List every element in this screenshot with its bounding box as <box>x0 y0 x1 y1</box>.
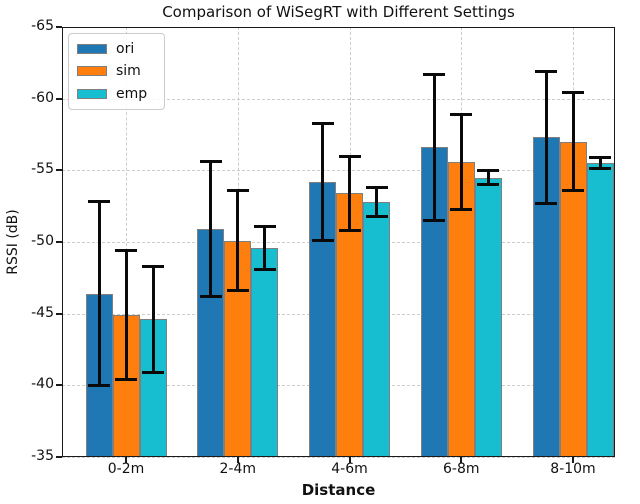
errorbar-line-sim-8-10m <box>571 92 575 191</box>
legend-swatch-emp <box>77 88 107 99</box>
y-tick-label: -50 <box>31 233 54 249</box>
legend-item-sim: sim <box>77 64 164 78</box>
y-gridline <box>62 27 615 28</box>
errorbar-line-ori-6-8m <box>432 74 436 221</box>
errorbar-line-emp-8-10m <box>598 157 602 169</box>
legend-label-emp: emp <box>116 85 148 102</box>
legend: ori sim emp <box>68 33 165 110</box>
errorbar-line-sim-6-8m <box>459 114 463 210</box>
errorbar-cap-top-sim-6-8m <box>450 112 473 116</box>
bar-sim-8-10m <box>559 141 587 457</box>
bar-emp-6-8m <box>474 177 502 457</box>
errorbar-cap-bottom-emp-4-6m <box>365 214 388 218</box>
bar-sim-4-6m <box>336 193 363 457</box>
errorbar-cap-top-ori-8-10m <box>535 69 557 73</box>
errorbar-line-ori-2-4m <box>209 161 213 297</box>
y-tick-mark <box>56 456 62 458</box>
errorbar-cap-top-ori-0-2m <box>88 200 110 204</box>
x-tick-mark <box>572 457 574 463</box>
x-tick-label: 8-10m <box>550 461 596 477</box>
errorbar-cap-top-emp-2-4m <box>253 224 276 228</box>
x-tick-label: 0-2m <box>107 461 145 477</box>
y-tick-mark <box>56 26 62 28</box>
errorbar-cap-bottom-sim-4-6m <box>338 229 361 233</box>
bar-sim-6-8m <box>447 161 475 457</box>
errorbar-line-emp-6-8m <box>486 170 490 185</box>
errorbar-line-sim-0-2m <box>124 250 128 380</box>
x-tick-mark <box>348 457 351 463</box>
errorbar-cap-top-sim-2-4m <box>226 188 249 192</box>
bar-emp-8-10m <box>586 163 614 457</box>
x-gridline <box>126 27 127 457</box>
legend-swatch-ori <box>77 44 107 55</box>
errorbar-cap-bottom-sim-0-2m <box>115 378 137 382</box>
y-gridline <box>62 98 615 100</box>
errorbar-cap-bottom-sim-8-10m <box>562 188 584 192</box>
errorbar-cap-top-emp-4-6m <box>365 186 388 190</box>
chart-title: Comparison of WiSegRT with Different Set… <box>162 3 515 21</box>
y-tick-mark <box>56 241 62 243</box>
errorbar-cap-bottom-emp-0-2m <box>142 370 164 374</box>
errorbar-line-sim-2-4m <box>236 190 240 291</box>
errorbar-cap-bottom-emp-8-10m <box>589 167 611 171</box>
errorbar-cap-bottom-ori-8-10m <box>535 201 557 205</box>
legend-swatch-sim <box>77 66 107 77</box>
errorbar-cap-top-sim-8-10m <box>562 91 584 95</box>
x-tick-mark <box>460 457 463 463</box>
errorbar-cap-top-sim-4-6m <box>338 154 361 158</box>
y-tick-mark <box>56 97 62 100</box>
y-tick-label: -35 <box>31 448 54 464</box>
x-axis-label: Distance <box>301 481 376 499</box>
bar-sim-2-4m <box>224 240 252 457</box>
errorbar-cap-bottom-ori-0-2m <box>88 383 110 387</box>
errorbar-cap-bottom-ori-4-6m <box>311 239 334 243</box>
x-tick-mark <box>236 457 239 463</box>
x-tick-label: 6-8m <box>442 461 480 477</box>
errorbar-line-emp-2-4m <box>263 226 267 270</box>
errorbar-cap-top-emp-6-8m <box>477 168 500 172</box>
x-tick-mark <box>125 457 127 463</box>
errorbar-cap-bottom-sim-6-8m <box>450 207 473 211</box>
legend-item-emp: emp <box>77 87 164 101</box>
y-gridline <box>62 457 615 458</box>
y-tick-label: -40 <box>31 376 54 393</box>
errorbar-cap-bottom-sim-2-4m <box>226 289 249 293</box>
legend-item-ori: ori <box>77 42 164 56</box>
errorbar-cap-bottom-ori-6-8m <box>423 219 446 222</box>
errorbar-cap-bottom-ori-2-4m <box>199 294 222 298</box>
errorbar-cap-top-ori-4-6m <box>311 121 334 125</box>
errorbar-cap-top-ori-2-4m <box>199 160 222 164</box>
errorbar-cap-top-emp-8-10m <box>589 155 611 159</box>
errorbar-line-sim-4-6m <box>348 156 351 231</box>
errorbar-cap-top-sim-0-2m <box>115 249 137 253</box>
errorbar-cap-bottom-emp-2-4m <box>253 267 276 271</box>
y-tick-label: -45 <box>31 304 54 321</box>
y-tick-label: -55 <box>31 161 54 178</box>
errorbar-line-ori-8-10m <box>544 71 548 204</box>
bar-emp-2-4m <box>251 247 279 457</box>
y-tick-label: -60 <box>31 89 54 106</box>
y-gridline <box>62 170 615 172</box>
bar-ori-4-6m <box>309 181 336 457</box>
errorbar-line-ori-0-2m <box>97 201 101 386</box>
y-tick-label: -65 <box>31 18 54 34</box>
errorbar-cap-top-ori-6-8m <box>423 72 446 76</box>
legend-label-ori: ori <box>116 41 135 58</box>
errorbar-line-ori-4-6m <box>321 123 324 241</box>
x-tick-label: 4-6m <box>331 461 368 477</box>
plot-area <box>62 27 615 458</box>
legend-label-sim: sim <box>116 63 141 80</box>
errorbar-cap-top-emp-0-2m <box>142 264 164 268</box>
errorbar-line-emp-0-2m <box>151 266 155 373</box>
errorbar-cap-bottom-emp-6-8m <box>477 183 500 187</box>
bar-emp-4-6m <box>363 201 390 457</box>
y-tick-mark <box>56 384 62 387</box>
x-tick-label: 2-4m <box>219 461 256 477</box>
y-tick-mark <box>56 312 62 315</box>
bar-ori-8-10m <box>532 137 560 457</box>
errorbar-line-emp-4-6m <box>375 187 378 217</box>
y-tick-mark <box>56 169 62 172</box>
